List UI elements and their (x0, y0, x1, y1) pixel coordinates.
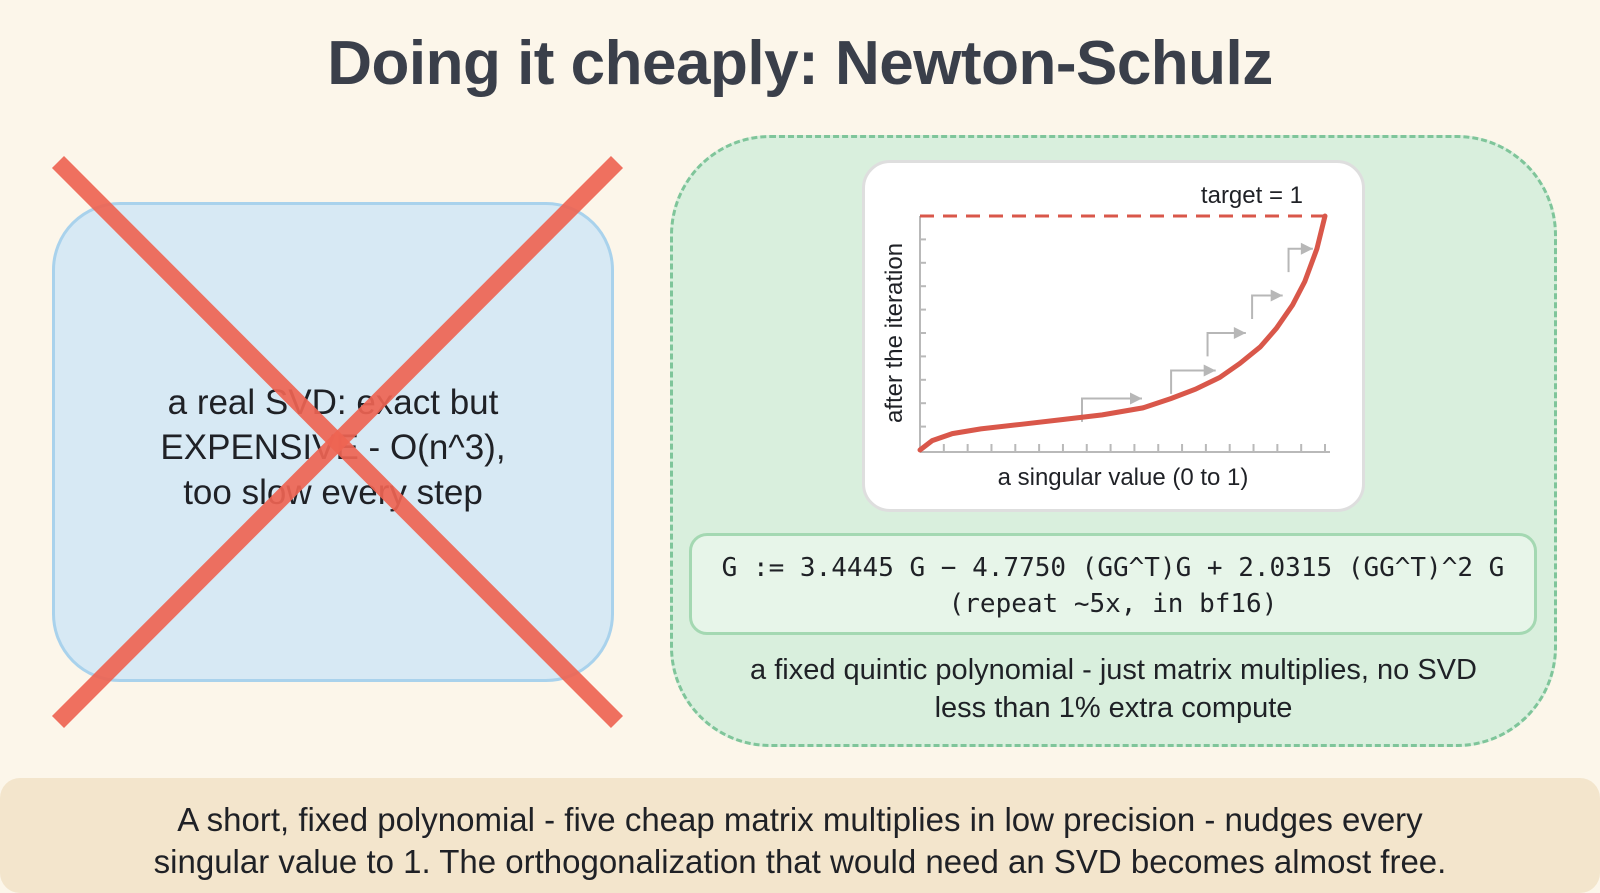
right-caption: a fixed quintic polynomial - just matrix… (670, 651, 1557, 727)
formula-note: (repeat ~5x, in bf16) (948, 589, 1278, 619)
polynomial-curve (917, 213, 1328, 453)
chart-card: target = 1 a singular value (0 to 1) aft… (862, 160, 1365, 512)
right-caption-line-2: less than 1% extra compute (934, 692, 1293, 724)
step-arrowhead (1300, 242, 1313, 255)
footer-text: A short, fixed polynomial - five cheap m… (0, 799, 1600, 883)
step-arrowhead (1270, 289, 1283, 302)
formula-box: G := 3.4445 G − 4.7750 (GG^T)G + 2.0315 … (689, 533, 1537, 635)
right-caption-line-1: a fixed quintic polynomial - just matrix… (750, 654, 1477, 686)
iteration-step (1081, 397, 1142, 422)
iteration-step (1206, 332, 1246, 357)
footer-line-1: A short, fixed polynomial - five cheap m… (177, 801, 1423, 838)
page-title: Doing it cheaply: Newton-Schulz (327, 29, 1273, 98)
axis-ticks (919, 215, 1326, 452)
iteration-step (1170, 369, 1216, 394)
iteration-step (1251, 294, 1283, 319)
target-label: target = 1 (1201, 182, 1303, 209)
footer-banner (0, 778, 1600, 893)
footer-line-2: singular value to 1. The orthogonalizati… (153, 843, 1447, 880)
step-arrowhead (1130, 392, 1142, 405)
cross-stroke-2 (51, 155, 624, 729)
step-arrowhead (1203, 364, 1216, 377)
y-axis-label: after the iteration (881, 243, 908, 423)
x-axis-label: a singular value (0 to 1) (998, 464, 1249, 491)
iteration-chart: target = 1 a singular value (0 to 1) aft… (881, 182, 1330, 491)
formula-line: G := 3.4445 G − 4.7750 (GG^T)G + 2.0315 … (721, 553, 1505, 583)
iteration-steps (1081, 242, 1313, 422)
step-arrowhead (1233, 327, 1246, 339)
